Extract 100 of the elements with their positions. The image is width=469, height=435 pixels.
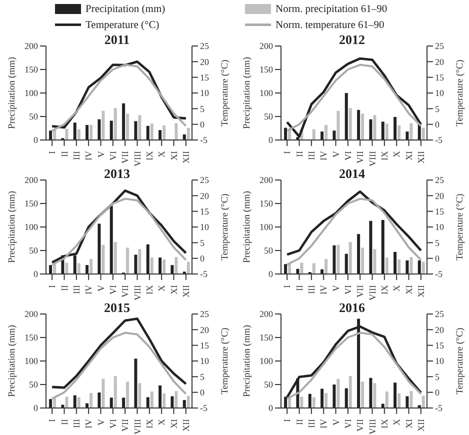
y-tick-label: 200 [260, 41, 274, 52]
bar [320, 132, 324, 140]
x-tick-label: I [47, 419, 58, 422]
y-tick-label: 50 [264, 246, 274, 256]
x-tick-label: I [47, 151, 58, 154]
x-tick-label: XI [168, 419, 179, 428]
x-tick-label: VI [342, 419, 353, 428]
bar [146, 244, 150, 274]
y-tick-label: 50 [29, 112, 38, 122]
bar [336, 110, 340, 140]
x-tick-label: II [59, 285, 70, 291]
x-tick-label: VI [342, 151, 353, 160]
bar [158, 130, 162, 140]
y2-axis-title: Temperature (°C) [220, 60, 230, 126]
bar [410, 123, 413, 140]
bar [134, 121, 138, 140]
x-tick-label: IV [318, 284, 329, 294]
bar [344, 93, 348, 140]
y2-tick-label: 10 [435, 222, 444, 232]
y2-tick-label: -5 [435, 269, 443, 280]
x-tick-label: V [330, 150, 341, 158]
bar [138, 249, 142, 274]
y-tick-label: 0 [268, 135, 274, 146]
y-axis-title: Precipitation (mm) [242, 56, 252, 130]
bar [150, 392, 154, 408]
bar [98, 119, 101, 140]
bar [77, 263, 80, 274]
y-tick-label: 0 [34, 269, 38, 280]
y-tick-label: 0 [34, 403, 38, 414]
bar [312, 263, 316, 274]
bar [332, 384, 336, 408]
y2-tick-label: 15 [200, 206, 210, 217]
bar [332, 245, 336, 274]
y2-axis-title: Temperature (°C) [455, 194, 466, 260]
bar [344, 254, 348, 274]
y2-tick-label: -5 [435, 403, 443, 414]
bar [348, 376, 352, 408]
y2-tick-label: 25 [435, 175, 444, 186]
x-tick-label: IX [144, 418, 154, 428]
x-tick-label: III [71, 419, 82, 428]
bar [158, 258, 162, 274]
x-tick-label: V [96, 418, 106, 426]
x-tick-label: XII [180, 151, 191, 164]
bar [357, 234, 360, 274]
x-tick-label: IX [379, 284, 390, 294]
x-tick-label: VII [120, 151, 130, 164]
line-series [286, 64, 422, 132]
y-tick-label: 150 [24, 332, 38, 343]
y-tick-label: 0 [268, 269, 274, 280]
line-series [286, 57, 422, 138]
bar [150, 124, 154, 140]
y-tick-label: 200 [24, 309, 38, 320]
x-tick-label: II [59, 151, 70, 157]
bar [126, 382, 130, 408]
x-tick-label: X [156, 418, 167, 426]
x-tick-label: IV [84, 284, 94, 294]
bar [174, 123, 178, 140]
x-tick-label: V [330, 418, 341, 426]
bar [332, 130, 336, 140]
y2-tick-label: 0 [435, 120, 440, 130]
bar [381, 122, 384, 140]
bar [182, 400, 186, 408]
y-tick-label: 0 [268, 403, 274, 414]
y2-tick-label: 15 [435, 206, 444, 217]
y-tick-label: 150 [260, 332, 274, 343]
bar [122, 103, 126, 140]
x-tick-label: IV [84, 418, 94, 428]
bar [324, 258, 328, 274]
x-tick-label: VI [108, 151, 118, 160]
bar [398, 259, 401, 274]
y2-tick-label: 5 [435, 238, 440, 248]
y-tick-label: 100 [24, 88, 38, 98]
bar [134, 358, 138, 408]
y2-tick-label: -5 [435, 135, 443, 146]
y-tick-label: 150 [260, 64, 274, 75]
bar [186, 262, 190, 274]
bar [357, 110, 360, 140]
y2-tick-label: 10 [200, 222, 210, 232]
y-tick-label: 200 [24, 41, 38, 52]
y2-tick-label: 10 [435, 356, 444, 366]
bar [422, 128, 425, 140]
x-tick-label: III [71, 151, 82, 160]
bar [73, 395, 76, 408]
bar [49, 130, 52, 140]
bar [394, 252, 397, 274]
bar [308, 394, 312, 408]
x-tick-label: IX [379, 150, 390, 160]
x-tick-label: XII [416, 151, 426, 164]
bar [381, 220, 384, 274]
x-tick-label: XI [404, 419, 414, 428]
bar [336, 378, 340, 408]
bar [49, 265, 52, 274]
chart-title: 2013 [104, 166, 130, 181]
bar [162, 125, 166, 140]
y2-tick-label: 5 [200, 372, 205, 382]
bar [373, 249, 376, 274]
y2-tick-label: 20 [200, 190, 210, 201]
y2-tick-label: 15 [200, 72, 210, 83]
y2-tick-label: 25 [200, 175, 210, 186]
x-tick-label: VII [355, 151, 366, 164]
